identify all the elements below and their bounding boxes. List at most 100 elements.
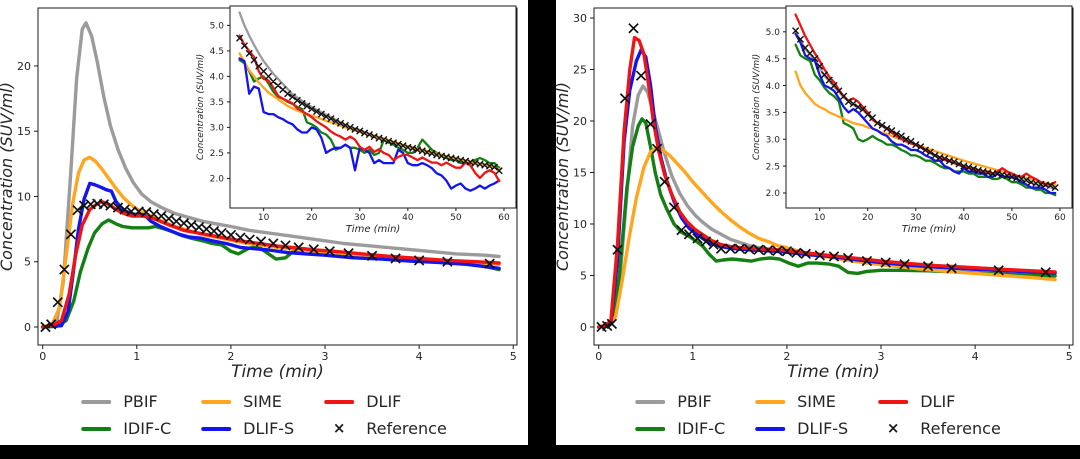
svg-text:Concentration (SUV/ml): Concentration (SUV/ml) bbox=[556, 82, 572, 271]
panel-divider bbox=[528, 0, 556, 459]
svg-text:5: 5 bbox=[580, 269, 587, 282]
svg-text:Time (min): Time (min) bbox=[902, 224, 957, 235]
dlifs-line-swatch bbox=[201, 426, 232, 431]
svg-text:40: 40 bbox=[402, 213, 414, 223]
legend-item-reference: × Reference bbox=[878, 419, 1001, 438]
svg-text:2.5: 2.5 bbox=[766, 162, 780, 172]
svg-text:3.0: 3.0 bbox=[210, 124, 225, 134]
right-inset-series-sime bbox=[794, 70, 1057, 187]
svg-text:15: 15 bbox=[573, 166, 587, 179]
svg-text:60: 60 bbox=[498, 213, 510, 223]
svg-text:30: 30 bbox=[573, 12, 587, 25]
legend-item-pbif: PBIF bbox=[81, 392, 171, 411]
svg-text:4: 4 bbox=[972, 350, 979, 363]
legend-label-dlif: DLIF bbox=[920, 392, 956, 411]
bottom-black-bar bbox=[0, 445, 1080, 459]
svg-text:1: 1 bbox=[689, 350, 696, 363]
svg-text:0: 0 bbox=[24, 321, 31, 334]
legend-item-dlifs: DLIF-S bbox=[201, 419, 294, 438]
svg-text:0: 0 bbox=[580, 321, 587, 334]
svg-text:20: 20 bbox=[17, 60, 31, 73]
svg-text:4.0: 4.0 bbox=[766, 82, 781, 92]
svg-text:0: 0 bbox=[39, 350, 46, 363]
svg-text:2.0: 2.0 bbox=[766, 189, 781, 199]
right-main-series-reference bbox=[596, 23, 1051, 333]
dlif-line-swatch bbox=[878, 399, 909, 404]
svg-text:20: 20 bbox=[306, 213, 318, 223]
legend-label-reference: Reference bbox=[920, 419, 1001, 438]
svg-text:Time (min): Time (min) bbox=[787, 362, 880, 382]
svg-text:Concentration (SUV/ml): Concentration (SUV/ml) bbox=[752, 54, 762, 160]
sime-line-swatch bbox=[201, 399, 232, 404]
right-main-series-idifc bbox=[597, 117, 1057, 329]
svg-text:4.0: 4.0 bbox=[210, 73, 225, 83]
svg-text:Time (min): Time (min) bbox=[231, 362, 324, 382]
left-inset-axes: 10 20 30 40 50 60 2.0 2.5 3.0 3.5 4.0 4.5 5.0 Time (m… bbox=[196, 5, 517, 235]
svg-text:4.5: 4.5 bbox=[210, 47, 224, 57]
idifc-line-swatch bbox=[81, 426, 112, 431]
svg-text:50: 50 bbox=[1006, 213, 1018, 223]
pbif-line-swatch bbox=[81, 399, 112, 404]
svg-text:Concentration (SUV/ml): Concentration (SUV/ml) bbox=[196, 54, 206, 160]
legend-item-sime: SIME bbox=[201, 392, 294, 411]
sime-line-swatch bbox=[755, 399, 786, 404]
svg-text:10: 10 bbox=[814, 213, 826, 223]
legend-item-pbif: PBIF bbox=[635, 392, 725, 411]
svg-text:25: 25 bbox=[573, 63, 587, 76]
svg-text:Concentration (SUV/ml): Concentration (SUV/ml) bbox=[0, 82, 16, 271]
svg-text:10: 10 bbox=[573, 218, 587, 231]
svg-text:20: 20 bbox=[862, 213, 874, 223]
left-main-series-dlif bbox=[41, 199, 501, 329]
svg-text:40: 40 bbox=[958, 213, 970, 223]
right-main-series-sime bbox=[597, 147, 1057, 329]
legend-item-dlif: DLIF bbox=[878, 392, 1001, 411]
legend-label-idifc: IDIF-C bbox=[677, 419, 726, 438]
svg-text:3: 3 bbox=[322, 350, 329, 363]
svg-text:30: 30 bbox=[354, 213, 366, 223]
dlifs-line-swatch bbox=[755, 426, 786, 431]
left-inset-series-dlifs bbox=[238, 57, 501, 192]
dlif-line-swatch bbox=[324, 399, 355, 404]
pbif-line-swatch bbox=[635, 399, 666, 404]
svg-text:3: 3 bbox=[878, 350, 885, 363]
left-inset-series-dlif bbox=[238, 34, 501, 183]
legend-item-idifc: IDIF-C bbox=[81, 419, 171, 438]
legend-item-reference: × Reference bbox=[324, 419, 447, 438]
left-inset-series-reference bbox=[236, 34, 503, 175]
svg-text:5: 5 bbox=[24, 256, 31, 269]
svg-text:20: 20 bbox=[573, 115, 587, 128]
right-main-series-dlif bbox=[597, 35, 1057, 329]
svg-text:30: 30 bbox=[910, 213, 922, 223]
svg-text:0: 0 bbox=[595, 350, 602, 363]
legend-label-reference: Reference bbox=[366, 419, 447, 438]
legend-label-dlifs: DLIF-S bbox=[797, 419, 849, 438]
legend-item-dlifs: DLIF-S bbox=[755, 419, 848, 438]
svg-text:2: 2 bbox=[227, 350, 234, 363]
legend-item-sime: SIME bbox=[755, 392, 848, 411]
right-inset-series-reference bbox=[792, 27, 1059, 192]
left-main-series-reference bbox=[40, 198, 495, 333]
svg-text:3.5: 3.5 bbox=[766, 109, 780, 119]
svg-text:15: 15 bbox=[17, 125, 31, 138]
legend-label-pbif: PBIF bbox=[677, 392, 712, 411]
legend-label-dlifs: DLIF-S bbox=[243, 419, 295, 438]
svg-text:2: 2 bbox=[783, 350, 790, 363]
left-main-series-pbif bbox=[41, 21, 501, 329]
legend-label-sime: SIME bbox=[797, 392, 836, 411]
legend-label-pbif: PBIF bbox=[123, 392, 158, 411]
left-figure-panel: 0 1 2 3 4 5 0 5 10 15 20 Time (min) Concentration (S… bbox=[0, 0, 528, 445]
svg-text:3.5: 3.5 bbox=[210, 98, 224, 108]
right-inset-axes: 10 20 30 40 50 60 2.0 2.5 3.0 3.5 4.0 4.5 5.0 Time (m… bbox=[752, 5, 1073, 235]
right-figure-panel: 0 1 2 3 4 5 0 5 10 15 20 25 30 Time (min) Concentratio… bbox=[556, 0, 1080, 445]
legend-label-dlif: DLIF bbox=[366, 392, 402, 411]
svg-text:2.5: 2.5 bbox=[210, 149, 224, 159]
svg-text:5.0: 5.0 bbox=[210, 22, 225, 32]
svg-text:10: 10 bbox=[17, 190, 31, 203]
legend-label-sime: SIME bbox=[243, 392, 282, 411]
svg-text:Time (min): Time (min) bbox=[346, 224, 401, 235]
svg-text:10: 10 bbox=[258, 213, 270, 223]
right-legend: PBIF IDIF-C SIME DLIF-S DLIF × Reference bbox=[635, 388, 1001, 442]
